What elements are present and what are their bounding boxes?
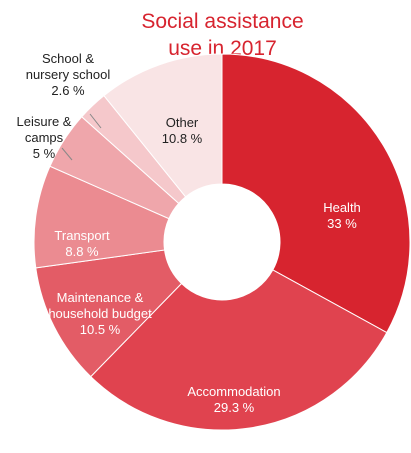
category-label: School & nursery school (25, 51, 111, 82)
donut-slice (103, 53, 223, 198)
value-label: 33 % (327, 216, 357, 231)
category-label: Accommodation (187, 384, 281, 399)
leader-line (89, 113, 102, 129)
slice-label: Maintenance & household budget 10.5 % (48, 290, 151, 338)
category-label: Transport (54, 228, 110, 243)
slice-label: Health 33 % (323, 200, 361, 232)
slice-label: Accommodation 29.3 % (187, 384, 280, 416)
value-label: 10.8 % (161, 131, 203, 146)
slice-label: School & nursery school 2.6 % (26, 51, 111, 99)
value-label: 5 % (32, 146, 56, 161)
category-label: Other (165, 115, 199, 130)
leader-line (61, 147, 73, 161)
slice-label: Leisure & camps 5 % (17, 114, 72, 162)
category-label: Leisure & camps (16, 114, 72, 145)
value-label: 8.8 % (65, 244, 99, 259)
slice-label: Transport 8.8 % (54, 228, 109, 260)
category-label: Health (323, 200, 361, 215)
chart-title: Social assistance use in 2017 (141, 10, 304, 60)
slice-label: Other 10.8 % (162, 115, 202, 147)
value-label: 2.6 % (51, 83, 85, 98)
value-label: 29.3 % (213, 400, 255, 415)
value-label: 10.5 % (79, 322, 121, 337)
donut-slice (221, 53, 411, 334)
donut-slice (90, 269, 388, 431)
category-label: Maintenance & household budget (48, 290, 152, 321)
